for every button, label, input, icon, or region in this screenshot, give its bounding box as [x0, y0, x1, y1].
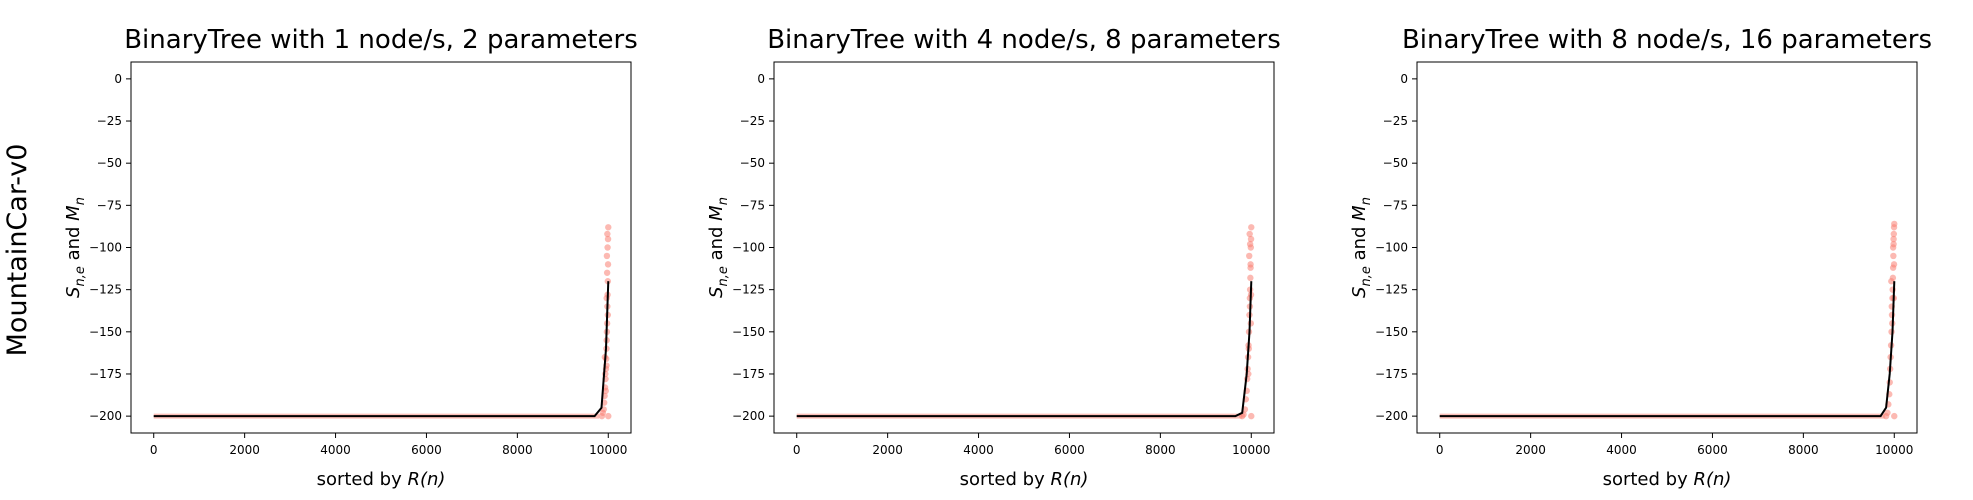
scatter-point	[604, 244, 611, 251]
x-tick-label: 8000	[502, 443, 533, 457]
scatter-point	[1890, 252, 1897, 260]
chart-panels: BinaryTree with 1 node/s, 2 parameters 0 −…	[63, 25, 1932, 490]
scatter-point	[1246, 230, 1253, 238]
scatter-point	[1248, 224, 1255, 231]
x-tick-label: 2000	[1515, 443, 1546, 457]
plot-frame	[773, 61, 1275, 434]
chart-title: BinaryTree with 8 node/s, 16 parameters	[1402, 25, 1932, 55]
y-tick-label: −150	[732, 325, 765, 339]
x-tick-label: 8000	[1145, 443, 1176, 457]
scatter-point	[603, 252, 611, 260]
y-axis-label: Sn,e and Mn	[706, 197, 731, 298]
series-line	[1439, 281, 1896, 418]
scatter-point	[1246, 252, 1253, 260]
scatter-point	[1248, 412, 1255, 420]
y-tick-label: −125	[89, 283, 122, 297]
y-tick-label: −150	[1375, 325, 1408, 339]
y-tick-label: −50	[740, 156, 765, 170]
y-tick-label: −175	[1375, 367, 1408, 381]
plot-frame	[1416, 61, 1918, 434]
chart-panel-3: BinaryTree with 8 node/s, 16 parameters 0…	[1349, 25, 1932, 490]
x-tick-label: 0	[1436, 443, 1444, 457]
plot-frame	[130, 61, 632, 434]
x-tick-label: 4000	[963, 443, 994, 457]
chart-title: BinaryTree with 1 node/s, 2 parameters	[124, 25, 638, 55]
scatter-point	[1247, 235, 1255, 243]
y-tick-label: −150	[89, 325, 122, 339]
scatter-point	[1890, 230, 1898, 238]
x-axis-label: sorted by R(n)	[317, 469, 446, 490]
y-tick-label: 0	[1400, 72, 1408, 86]
x-tick-label: 4000	[320, 443, 351, 457]
scatter-point	[1890, 235, 1897, 243]
chart-panel-1: BinaryTree with 1 node/s, 2 parameters 0 −…	[63, 25, 638, 490]
scatter-point	[602, 387, 609, 395]
x-tick-label: 6000	[1054, 443, 1085, 457]
y-tick-label: −200	[89, 409, 122, 423]
y-axis-label: Sn,e and Mn	[63, 197, 88, 298]
scatter-point	[603, 269, 611, 276]
y-tick-label: −50	[1383, 156, 1408, 170]
scatter-point	[605, 412, 612, 420]
y-axis-label: Sn,e and Mn	[1349, 197, 1374, 298]
x-axis-label: sorted by R(n)	[1603, 469, 1732, 490]
y-tick-label: −75	[97, 198, 122, 212]
chart-title: BinaryTree with 4 node/s, 8 parameters	[767, 25, 1281, 55]
scatter-point	[1247, 264, 1254, 271]
y-tick-label: −175	[89, 367, 122, 381]
series-line	[153, 281, 610, 418]
scatter-point	[604, 261, 612, 268]
x-tick-label: 6000	[411, 443, 442, 457]
y-tick-label: 0	[757, 72, 765, 86]
y-tick-label: −25	[97, 114, 122, 128]
scatter-point	[1888, 311, 1896, 319]
chart-panel-2: BinaryTree with 4 node/s, 8 parameters 0 −…	[706, 25, 1281, 490]
y-tick-label: −25	[1383, 114, 1408, 128]
scatter-point	[1247, 274, 1254, 282]
y-tick-label: −125	[732, 283, 765, 297]
x-tick-label: 2000	[872, 443, 903, 457]
y-tick-label: −200	[732, 409, 765, 423]
x-axis-label: sorted by R(n)	[960, 469, 1089, 490]
x-tick-label: 6000	[1697, 443, 1728, 457]
y-tick-label: −75	[740, 198, 765, 212]
y-tick-label: −175	[732, 367, 765, 381]
scatter-point	[604, 235, 612, 243]
x-tick-label: 10000	[589, 443, 627, 457]
scatter-point	[1246, 240, 1254, 248]
x-tick-label: 8000	[1788, 443, 1819, 457]
row-label: MountainCar-v0	[2, 144, 33, 357]
scatter-point	[1891, 412, 1898, 420]
x-tick-label: 4000	[1606, 443, 1637, 457]
x-tick-label: 2000	[229, 443, 260, 457]
y-tick-label: −50	[97, 156, 122, 170]
scatter-point	[604, 230, 611, 238]
scatter-point	[1888, 278, 1895, 285]
y-tick-label: −100	[1375, 241, 1408, 255]
series-line	[796, 281, 1253, 418]
y-tick-label: −75	[1383, 198, 1408, 212]
y-tick-label: −100	[732, 241, 765, 255]
scatter-point	[1891, 220, 1898, 228]
x-tick-label: 10000	[1232, 443, 1270, 457]
scatter-point	[605, 224, 612, 231]
scatter-point	[1890, 261, 1898, 268]
y-tick-label: −100	[89, 241, 122, 255]
x-tick-label: 10000	[1875, 443, 1913, 457]
scatter-point	[1884, 409, 1891, 416]
x-tick-label: 0	[150, 443, 158, 457]
scatter-point	[1889, 244, 1897, 251]
y-tick-label: −25	[740, 114, 765, 128]
x-tick-label: 0	[793, 443, 801, 457]
y-tick-label: 0	[114, 72, 122, 86]
y-tick-label: −125	[1375, 283, 1408, 297]
y-tick-label: −200	[1375, 409, 1408, 423]
